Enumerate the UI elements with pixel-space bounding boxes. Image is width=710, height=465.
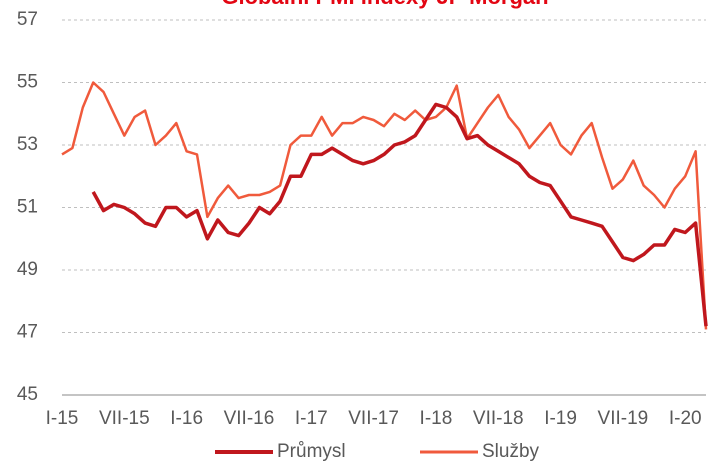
y-tick-label: 45 [17,384,38,405]
x-tick-label: I-20 [669,408,702,429]
x-tick-label: VII-18 [473,408,524,429]
chart-title: Globální PMI indexy JP Morgan [221,0,548,9]
legend-label: Služby [482,441,540,462]
x-tick-label: VII-19 [598,408,649,429]
x-tick-label: I-17 [295,408,328,429]
y-tick-label: 51 [17,197,38,218]
series-line [91,102,708,327]
y-tick-label: 53 [17,134,38,155]
x-tick-label: VII-17 [348,408,399,429]
x-tick-label: I-18 [420,408,453,429]
y-tick-label: 55 [17,72,38,93]
x-tick-label: I-19 [544,408,577,429]
y-tick-label: 49 [17,259,38,280]
x-tick-label: VII-16 [224,408,275,429]
series-line [61,81,708,330]
x-tick-label: VII-15 [99,408,150,429]
x-tick-label: I-16 [170,408,203,429]
y-tick-label: 47 [17,322,38,343]
y-tick-label: 57 [17,9,38,30]
legend-label: Průmysl [277,441,346,462]
x-tick-label: I-15 [46,408,79,429]
